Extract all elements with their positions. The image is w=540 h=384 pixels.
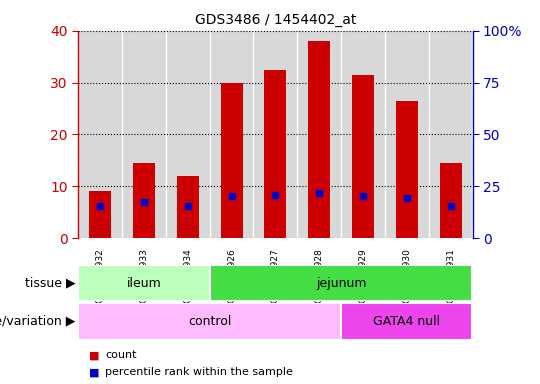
Title: GDS3486 / 1454402_at: GDS3486 / 1454402_at [195, 13, 356, 27]
Bar [210, 265, 472, 301]
Point [402, 195, 411, 201]
Text: genotype/variation ▶: genotype/variation ▶ [0, 315, 76, 328]
Bar [341, 31, 385, 238]
Point [271, 192, 280, 198]
Bar [265, 70, 286, 238]
Bar [440, 163, 462, 238]
Text: ■: ■ [89, 350, 99, 360]
Bar [78, 303, 341, 340]
Text: jejunum: jejunum [316, 277, 366, 290]
Text: GATA4 null: GATA4 null [373, 315, 440, 328]
Point [359, 192, 367, 199]
Point [446, 203, 455, 209]
Point [184, 203, 192, 209]
Bar [89, 191, 111, 238]
Bar [177, 176, 199, 238]
Bar [298, 31, 341, 238]
Point [227, 192, 236, 199]
Bar [78, 31, 122, 238]
Point [315, 190, 323, 197]
Bar [122, 31, 166, 238]
Bar [308, 41, 330, 238]
Text: percentile rank within the sample: percentile rank within the sample [105, 367, 293, 377]
Bar [396, 101, 418, 238]
Point [140, 199, 149, 205]
Bar [352, 75, 374, 238]
Point [96, 203, 105, 209]
Text: ileum: ileum [126, 277, 161, 290]
Bar [221, 83, 242, 238]
Bar [78, 265, 210, 301]
Text: ■: ■ [89, 367, 99, 377]
Text: tissue ▶: tissue ▶ [25, 277, 76, 290]
Text: count: count [105, 350, 137, 360]
Bar [133, 163, 155, 238]
Bar [385, 31, 429, 238]
Bar [210, 31, 253, 238]
Bar [166, 31, 210, 238]
Bar [253, 31, 298, 238]
Bar [341, 303, 472, 340]
Bar [429, 31, 472, 238]
Text: control: control [188, 315, 231, 328]
